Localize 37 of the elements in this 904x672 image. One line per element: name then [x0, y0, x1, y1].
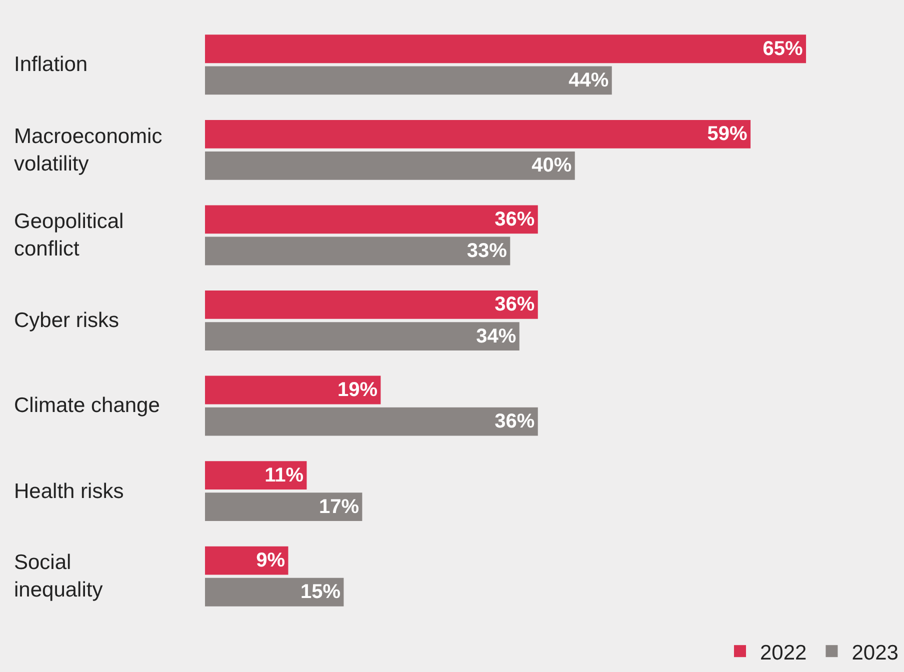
y-tick-label: Cyber risks [14, 309, 120, 332]
y-tick-label: Macroeconomic volatility [14, 125, 162, 176]
bar [205, 120, 751, 148]
data-label: 36% [494, 410, 535, 433]
bar [205, 407, 538, 436]
data-label: 40% [532, 154, 572, 177]
y-tick-label: Social inequality [14, 551, 104, 602]
data-label: 17% [318, 496, 360, 518]
data-label: 15% [300, 581, 341, 604]
bar [205, 461, 307, 490]
data-label: 33% [466, 240, 508, 262]
data-label: 19% [337, 379, 378, 402]
legend-label: 2022 [760, 641, 807, 664]
bar [205, 236, 510, 266]
data-label: 44% [568, 69, 609, 92]
bar [205, 66, 612, 95]
bar [205, 322, 520, 350]
bar [205, 290, 538, 319]
bar [205, 152, 575, 180]
data-label: 9% [256, 550, 286, 572]
bar [205, 546, 288, 575]
bar [205, 205, 538, 234]
data-label: 34% [476, 325, 516, 348]
bar [205, 578, 344, 606]
data-label: 36% [494, 208, 535, 230]
bar [205, 492, 362, 522]
legend-label: 2023 [852, 641, 898, 664]
y-tick-label: Health risks [14, 480, 124, 503]
y-tick-label: Geopolitical conflict [14, 210, 124, 260]
data-label: 65% [762, 38, 804, 60]
bar [205, 34, 806, 64]
bar [205, 376, 381, 404]
y-tick-label: Inflation [14, 53, 88, 76]
data-label: 36% [494, 294, 535, 316]
y-tick-label: Climate change [14, 394, 160, 417]
data-label: 59% [707, 123, 748, 146]
data-label: 11% [264, 464, 304, 486]
